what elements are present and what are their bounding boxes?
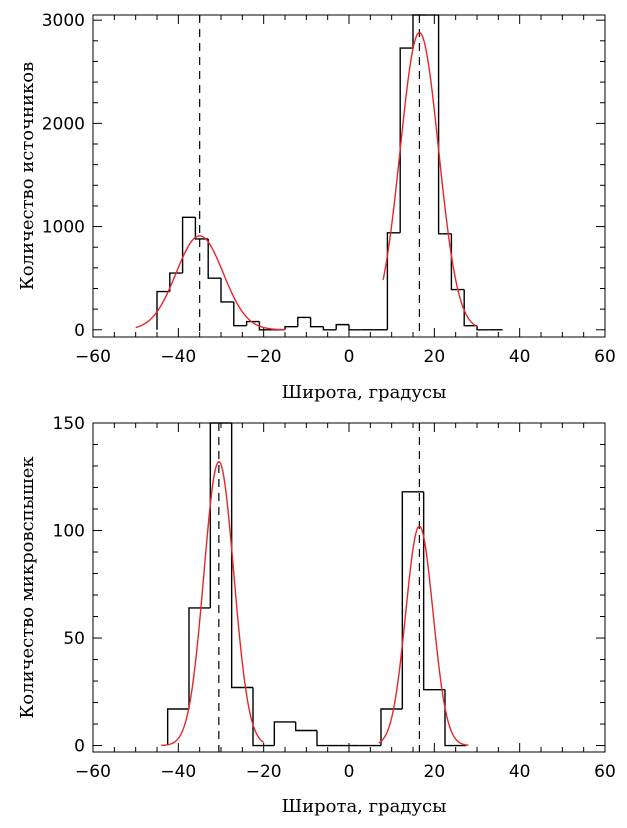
histogram-bin	[297, 316, 311, 327]
x-axis-title: Широта, градусы	[282, 796, 447, 817]
plot-frame	[92, 422, 606, 753]
histogram-bin	[444, 689, 467, 747]
histogram-bin	[233, 301, 247, 327]
histogram-bin	[166, 708, 189, 746]
histogram-bin	[181, 216, 196, 274]
x-tick-label: −40	[160, 762, 196, 782]
x-axis-title: Широта, градусы	[282, 382, 447, 403]
x-tick-label: 40	[509, 762, 531, 782]
x-tick-label: 0	[344, 762, 355, 782]
histogram-bin	[412, 14, 426, 49]
histogram-bin	[294, 721, 317, 732]
y-tick-label: 50	[63, 629, 85, 649]
histogram-bin	[437, 15, 452, 235]
histogram-bin	[399, 47, 413, 233]
histogram-bin	[309, 317, 324, 328]
y-tick-label: 3000	[42, 11, 85, 31]
histogram-bin	[188, 607, 211, 709]
x-tick-label: 0	[344, 347, 355, 367]
histogram-bin	[273, 721, 296, 746]
histogram-bin	[450, 233, 465, 291]
gaussian-fit-curve	[378, 525, 469, 746]
histogram-bin	[258, 321, 273, 331]
histogram-bin	[476, 325, 490, 331]
histogram-bin	[401, 491, 424, 709]
histogram-bin	[207, 238, 221, 279]
histogram-bin	[316, 730, 339, 747]
histogram-bin	[209, 422, 232, 608]
y-tick-label: 2000	[42, 114, 85, 134]
histogram-bin	[386, 232, 401, 330]
bottom-histogram-panel: −60 −40 −20 0 20 40 60 0 50 100 150 Широта, градусы…	[17, 414, 616, 817]
gaussian-fit-curve	[135, 235, 286, 331]
x-tick-label: −40	[160, 347, 196, 367]
histogram-bin	[463, 289, 477, 327]
y-tick-label: 1000	[42, 218, 85, 238]
y-tick-label: 100	[53, 522, 85, 542]
y-tick-label: 0	[74, 737, 85, 757]
histogram-bin	[230, 423, 253, 689]
gaussian-fit-curve	[382, 31, 478, 328]
x-tick-label: 20	[424, 762, 446, 782]
histogram-bin	[348, 324, 362, 331]
y-axis-title: Количество микровспышек	[17, 456, 38, 719]
histogram-bin	[245, 320, 260, 326]
x-tick-label: −60	[75, 762, 111, 782]
x-tick-label: −20	[246, 762, 282, 782]
histogram-bin	[335, 323, 349, 330]
histogram-bin	[284, 325, 298, 330]
x-tick-label: 60	[594, 762, 616, 782]
y-axis-title: Количество источников	[17, 62, 38, 290]
x-tick-label: 20	[424, 347, 446, 367]
top-histogram-panel: −60 −40 −20 0 20 40 60 0 1000 2000 3000 Широта, гра…	[17, 11, 616, 403]
x-tick-label: −20	[246, 347, 282, 367]
histogram-bin	[422, 491, 445, 691]
histogram-bin	[380, 708, 403, 746]
histogram-bin	[220, 278, 234, 303]
histogram-bin	[169, 272, 183, 292]
x-tick-label: 40	[509, 347, 531, 367]
y-tick-label: 0	[74, 321, 85, 341]
gaussian-fit-curve	[161, 461, 265, 747]
histogram-bin	[156, 290, 170, 330]
x-tick-label: −60	[75, 347, 111, 367]
histogram-bin	[322, 326, 337, 331]
histogram-bin	[194, 217, 209, 240]
y-tick-label: 150	[53, 414, 85, 434]
x-tick-label: 60	[594, 347, 616, 367]
histogram-bin	[252, 687, 275, 747]
